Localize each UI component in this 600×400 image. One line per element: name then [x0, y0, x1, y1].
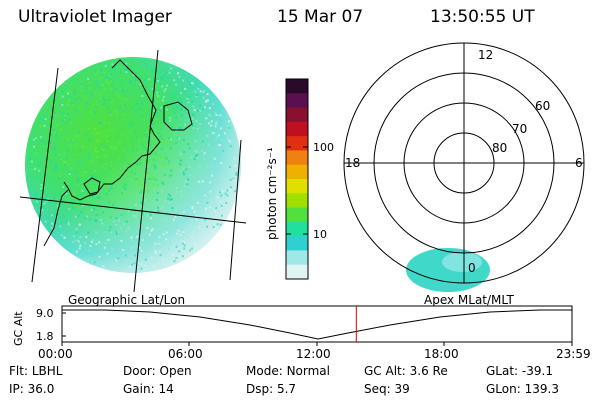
status-glat: GLat: -39.1	[486, 364, 553, 378]
mlt-label-12: 12	[478, 48, 493, 62]
status-gain: Gain: 14	[123, 382, 174, 396]
mlat-label-70: 70	[512, 122, 527, 136]
colorbar-tick-100: 100	[313, 141, 334, 154]
colorbar: 100 10 photon cm⁻²s⁻¹	[265, 78, 334, 280]
geographic-title: Geographic Lat/Lon	[68, 293, 185, 307]
mlat-label-80: 80	[492, 141, 507, 155]
time-tick-0000: 00:00	[38, 347, 73, 361]
status-gc-alt: GC Alt: 3.6 Re	[364, 364, 448, 378]
timeline-panel: 9.0 1.8 GC Alt Geographic Lat/Lon Apex M…	[12, 293, 591, 361]
colorbar-band	[286, 136, 308, 151]
mlat-label-60: 60	[535, 99, 550, 113]
status-seq: Seq: 39	[364, 382, 410, 396]
coastline	[43, 59, 193, 247]
colorbar-band	[286, 150, 308, 166]
y-tick-1-8: 1.8	[36, 330, 54, 343]
polar-plot: 12 18 6 0 80 70 60	[343, 42, 585, 292]
time-tick-1200: 12:00	[296, 347, 331, 361]
instrument-title: Ultraviolet Imager	[18, 7, 172, 27]
colorbar-unit-label: photon cm⁻²s⁻¹	[265, 147, 279, 240]
colorbar-band	[286, 121, 308, 137]
y-tick-9: 9.0	[36, 307, 54, 320]
status-ip: IP: 36.0	[9, 382, 55, 396]
status-glon: GLon: 139.3	[486, 382, 559, 396]
colorbar-band	[286, 221, 308, 237]
time-label: 13:50:55 UT	[430, 7, 535, 27]
status-door: Door: Open	[123, 364, 192, 378]
mlt-label-0: 0	[468, 261, 476, 275]
colorbar-band	[286, 250, 308, 266]
mlt-label-6: 6	[575, 156, 583, 170]
geographic-grid	[19, 49, 247, 293]
mlt-label-18: 18	[345, 156, 360, 170]
y-axis-label: GC Alt	[12, 311, 25, 346]
status-mode: Mode: Normal	[246, 364, 330, 378]
colorbar-band	[286, 79, 308, 94]
date-label: 15 Mar 07	[277, 7, 364, 27]
apex-title: Apex MLat/MLT	[424, 293, 514, 307]
colorbar-tick-10: 10	[313, 228, 327, 241]
status-dsp: Dsp: 5.7	[246, 382, 297, 396]
colorbar-band	[286, 236, 308, 251]
time-tick-2359: 23:59	[556, 347, 591, 361]
colorbar-band	[286, 207, 308, 223]
colorbar-band	[286, 179, 308, 194]
status-filter: Flt: LBHL	[9, 364, 63, 378]
colorbar-band	[286, 264, 308, 280]
time-tick-0600: 06:00	[168, 347, 203, 361]
time-tick-1800: 18:00	[424, 347, 459, 361]
colorbar-band	[286, 93, 308, 109]
colorbar-band	[286, 193, 308, 209]
colorbar-band	[286, 107, 308, 123]
earth-image	[25, 57, 241, 273]
colorbar-band	[286, 164, 308, 180]
